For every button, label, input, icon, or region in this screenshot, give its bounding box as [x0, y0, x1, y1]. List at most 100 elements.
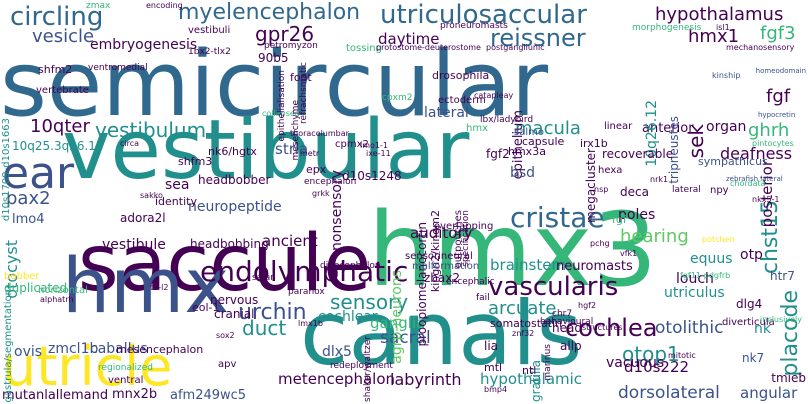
word-adora2l: adora2l [120, 211, 166, 225]
word-ganglia: ganglia [370, 314, 426, 332]
word-pax2: pax2 [6, 188, 51, 209]
word-organ: organ [706, 119, 747, 135]
word-cpxm2: cpxm2 [382, 93, 413, 103]
word-lia: lia [484, 339, 499, 353]
word-hgf2: hgf2 [578, 301, 597, 310]
word-posterior: posterior [758, 160, 776, 228]
word-encoding: encoding [146, 1, 183, 10]
word-shaker-waltzer: shaker/waltzer [363, 336, 373, 402]
word-hmx: hmx [62, 241, 230, 330]
word-brainstem: brainstem [490, 256, 567, 274]
word-t5-l2: t5-l2 [150, 283, 169, 292]
word-circling: circling [10, 2, 104, 32]
word-mesencephalon: mesencephalon [116, 343, 204, 356]
word-otolithic: otolithic [655, 318, 724, 338]
word-encephalic: encephalic [446, 277, 495, 287]
word-fail: fail [476, 293, 490, 303]
word-sox2: sox2 [216, 331, 235, 340]
word-mutanlallemand: mutanlallemand [2, 388, 109, 403]
word-drosophila: drosophila [432, 69, 490, 82]
word-ixe-11: ixe-11 [366, 149, 391, 158]
word-vacuous: vacuous [606, 355, 665, 371]
word-epithelialisation: epithelialisation [277, 70, 287, 142]
word-saccule: saccule [78, 219, 372, 309]
word-sacral: sacral [380, 328, 431, 348]
word-ear: ear [2, 148, 75, 199]
word-cristae: cristae [510, 201, 605, 234]
word-otp: otp [740, 247, 763, 263]
word-embryogenesis: embryogenesis [90, 37, 198, 53]
word-bsd: bsd [510, 165, 536, 181]
word-behavioural: behavioural [540, 317, 594, 327]
word-vascularis: vascularis [488, 272, 619, 302]
word-ancient: ancient [262, 232, 318, 250]
word-hmx1: hmx1 [688, 26, 740, 47]
word-apv: apv [218, 359, 237, 370]
word-thoracolumbar: thoracolumbar [290, 129, 349, 138]
word-hypothalamic: hypothalamic [480, 370, 583, 388]
word-cranial: cranial [214, 307, 255, 321]
word-fgf: fgf [766, 86, 791, 107]
word-d10s222: d10s222 [624, 358, 690, 376]
word-afm249wc5: afm249wc5 [170, 388, 247, 403]
word-hmx3: hmx3 [368, 191, 658, 310]
word-homeodomain: homeodomain [755, 67, 806, 75]
word-labyrinth: labyrinth [390, 370, 462, 389]
word-10qter: 10qter [30, 116, 90, 137]
word-deafness: deafness [720, 144, 793, 163]
word-potchen: potchen [702, 235, 735, 244]
word-metr: metr [300, 149, 320, 158]
word-specification: specification [461, 210, 471, 267]
word-hypothalamus: hypothalamus [655, 4, 784, 25]
word-sea: sea [165, 177, 190, 193]
word-ventral: ventral [108, 375, 144, 386]
word-head: head [552, 321, 582, 335]
word-placode: placode [778, 290, 803, 377]
word-recoverable: recoverable [602, 147, 674, 161]
word-pintocytes: pintocytes [752, 139, 794, 148]
word-sakko: sakko [140, 191, 163, 200]
word-ladybird: lbx/ladybird [480, 115, 534, 125]
word-structures: structures [582, 323, 623, 332]
word-myelencephalon: myelencephalon [178, 0, 361, 25]
word-d10s1709-d10s1663: d10s1709-d10s1663 [1, 118, 12, 222]
word-nsp: nsp [594, 185, 609, 194]
word-endolymphatic: endolymphatic [200, 255, 409, 288]
word-fgf11-pdgfrb: fgf11-pdgfrb [680, 271, 731, 280]
word-chr7: chr7 [552, 309, 573, 319]
word-isl1: isl1 [716, 23, 730, 32]
word-ovis: ovis [14, 344, 43, 360]
word-redeployment: redeployment [330, 361, 393, 371]
word-ghrh: ghrh [748, 120, 790, 141]
word-vertebrate: vertebrate [36, 85, 89, 96]
word-diencephalon: diencephalon [320, 261, 381, 271]
word-lateral: lateral [424, 105, 469, 121]
word-sympathicus: sympathicus [698, 155, 768, 168]
word-epx: epx [306, 163, 327, 176]
word-refrachsmatic: refrachsmatic [299, 62, 309, 125]
word-fgf2: fgf2 [486, 147, 510, 161]
word-parahox: parahox [288, 287, 325, 297]
word-petromyzon: petromyzon [264, 41, 318, 51]
word-htr7: htr7 [770, 269, 795, 283]
word-sensory: sensory [330, 290, 409, 314]
word-dlg4: dlg4 [736, 297, 763, 311]
word-equus: equus [690, 251, 733, 267]
word-angular: angular [740, 384, 798, 402]
word-zbax2: zbax2 [424, 271, 461, 285]
word-louch: louch [676, 271, 714, 287]
word-gpr26: gpr26 [255, 22, 315, 46]
word-lateral-small: lateral [672, 185, 701, 195]
word-vestibule: vestibule [102, 237, 166, 253]
word-lmo1-1: lmo1-1 [360, 141, 388, 150]
word-nk6-hgtx: nk6/hgtx [208, 145, 257, 158]
word-foot: foot [290, 71, 312, 84]
word-salmo: salmo [514, 127, 544, 138]
word-vestibulum: vestibulum [95, 118, 207, 142]
word-salar: salar [252, 273, 274, 283]
word-morphogenesis: morphogenesis [632, 23, 702, 33]
word-mtl: mtl [484, 361, 503, 374]
word-shfm3: shfm3 [178, 155, 213, 168]
word-mechanosensory: mechanosensory [726, 43, 795, 52]
word-d10s1248: d10s1248 [342, 169, 402, 183]
